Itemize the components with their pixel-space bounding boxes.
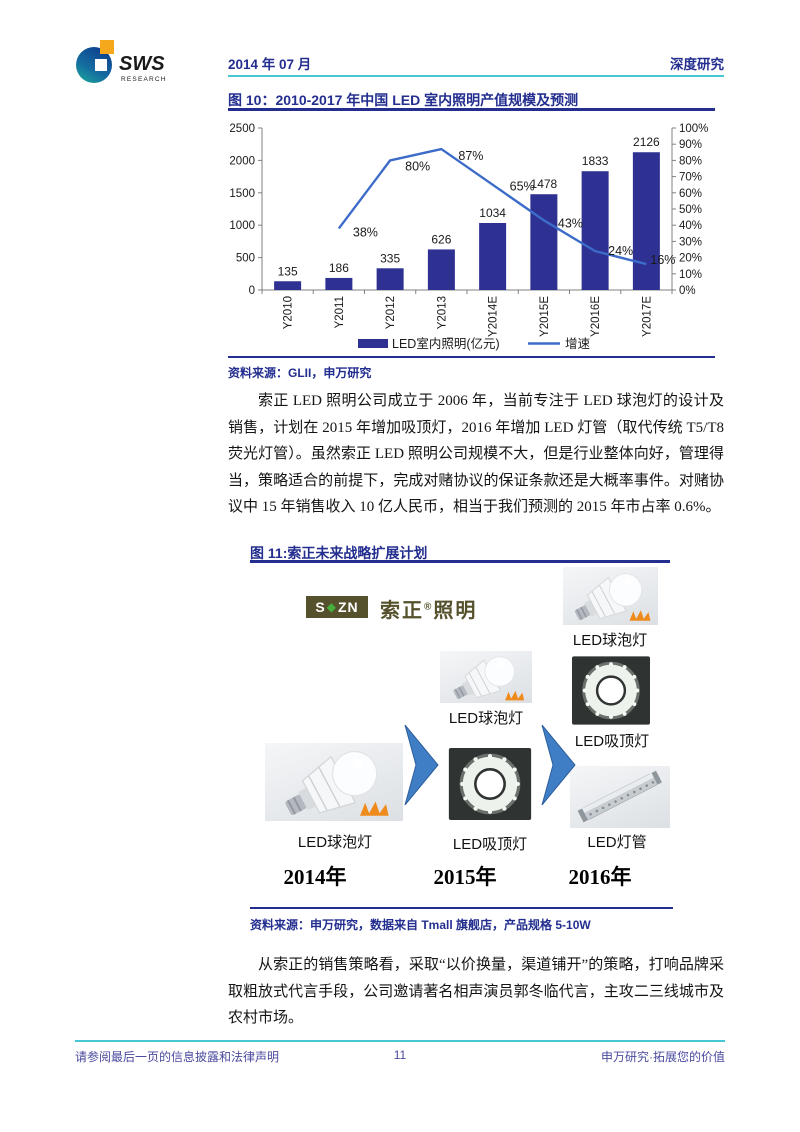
sozn-logo: S ◆ ZN [306, 596, 368, 618]
body-paragraph-1: 索正 LED 照明公司成立于 2006 年，当前专注于 LED 球泡灯的设计及销… [228, 393, 724, 515]
svg-text:Y2014E: Y2014E [488, 296, 500, 337]
svg-text:500: 500 [236, 253, 255, 265]
svg-text:2500: 2500 [229, 123, 255, 135]
svg-text:Y2015E: Y2015E [539, 296, 551, 337]
svg-text:38%: 38% [353, 225, 378, 239]
registered-mark: ® [424, 601, 434, 613]
led-bulb-image [563, 567, 658, 625]
figure10-title-underline [228, 108, 715, 111]
year-label-2015: 2015年 [433, 865, 497, 889]
led-bulb-image [265, 743, 403, 821]
product-label: LED吸顶灯 [574, 733, 650, 750]
svg-text:Y2016E: Y2016E [590, 296, 602, 337]
header-divider [228, 75, 724, 77]
svg-text:增速: 增速 [565, 336, 591, 351]
svg-text:1833: 1833 [582, 154, 609, 168]
year-label-2016: 2016年 [568, 865, 632, 889]
led-ceiling-light-icon [572, 656, 650, 725]
figure11-title: 图 11:索正未来战略扩展计划 [250, 545, 428, 561]
svg-text:2000: 2000 [229, 155, 255, 167]
sozn-logo-zn: ZN [337, 599, 359, 615]
svg-text:20%: 20% [679, 253, 702, 265]
led-bulb-image [440, 651, 532, 703]
report-type-label: 深度研究 [670, 57, 724, 72]
led-tube-image [570, 766, 670, 828]
led-ceiling-light-image [448, 748, 532, 820]
report-date: 2014 年 07 月 [228, 57, 312, 72]
svg-text:70%: 70% [679, 172, 702, 184]
footer-divider [75, 1040, 725, 1042]
led-tube-icon [577, 770, 662, 823]
page-number: 11 [393, 1048, 407, 1062]
footer-disclaimer: 请参阅最后一页的信息披露和法律声明 [75, 1050, 280, 1064]
svg-text:40%: 40% [679, 220, 702, 232]
svg-text:LED室内照明(亿元): LED室内照明(亿元) [392, 336, 500, 351]
svg-text:50%: 50% [679, 204, 702, 216]
svg-text:Y2017E: Y2017E [641, 296, 653, 337]
figure10-chart: 0 500 1000 1500 2000 2500 0% 10% 20% 30% 40% 50% 60%… [229, 123, 708, 351]
svg-text:30%: 30% [679, 236, 702, 248]
body-paragraph-2: 从索正的销售策略看，采取“以价换量，渠道铺开”的策略，打响品牌采取粗放式代言手段… [228, 957, 724, 1026]
footer-slogan: 申万研究·拓展您的价值 [601, 1050, 725, 1064]
svg-text:186: 186 [329, 261, 349, 275]
year-label-2014: 2014年 [283, 865, 347, 889]
product-label: LED球泡灯 [572, 632, 648, 649]
svg-text:90%: 90% [679, 139, 702, 151]
product-label: LED灯管 [587, 834, 647, 851]
product-label: LED球泡灯 [448, 710, 524, 727]
svg-text:16%: 16% [650, 253, 675, 267]
svg-text:Y2010: Y2010 [283, 296, 295, 329]
right-arrow-icon [540, 724, 576, 806]
svg-text:1034: 1034 [479, 206, 506, 220]
sws-logo-icon: SWS RESEARCH [76, 40, 167, 83]
brand-name: 索正®照明 [380, 594, 477, 623]
figure11-bottom-rule [250, 907, 673, 909]
figure10-title: 图 10：2010-2017 年中国 LED 室内照明产值规模及预测 [228, 92, 579, 108]
svg-text:Y2011: Y2011 [334, 296, 346, 328]
svg-text:80%: 80% [679, 155, 702, 167]
brand-name-pre: 索正 [380, 600, 424, 622]
svg-text:43%: 43% [558, 216, 583, 230]
svg-text:135: 135 [278, 264, 298, 278]
svg-text:1478: 1478 [531, 177, 558, 191]
figure11-title-underline [250, 560, 670, 563]
svg-text:RESEARCH: RESEARCH [121, 76, 167, 83]
product-label: LED球泡灯 [297, 834, 373, 851]
svg-text:Y2012: Y2012 [385, 296, 397, 329]
svg-text:2126: 2126 [633, 135, 660, 149]
figure11-diagram: S ◆ ZN 索正®照明 LED球泡灯 [250, 563, 673, 905]
svg-text:24%: 24% [608, 244, 633, 258]
svg-text:65%: 65% [510, 180, 535, 194]
brand-name-post: 照明 [433, 600, 478, 622]
svg-text:SWS: SWS [119, 53, 165, 75]
product-label: LED吸顶灯 [452, 836, 528, 853]
sozn-logo-s: S [315, 599, 326, 615]
svg-text:10%: 10% [679, 269, 702, 281]
sws-logo: SWS RESEARCH [75, 36, 185, 96]
svg-text:0: 0 [249, 285, 255, 297]
led-ceiling-light-image [572, 655, 650, 726]
svg-text:0%: 0% [679, 285, 696, 297]
figure10-bottom-rule [228, 356, 715, 358]
svg-text:626: 626 [431, 232, 451, 246]
led-bulb-icon [285, 750, 389, 816]
figure10-source: 资料来源：GLII，申万研究 [228, 366, 372, 380]
sozn-diamond-icon: ◆ [326, 600, 337, 614]
led-bulb-icon [453, 656, 525, 701]
svg-text:100%: 100% [679, 123, 708, 135]
svg-text:1000: 1000 [229, 220, 255, 232]
led-ceiling-light-icon [448, 748, 532, 820]
svg-text:60%: 60% [679, 188, 702, 200]
svg-text:87%: 87% [458, 149, 483, 163]
led-bulb-icon [574, 573, 651, 621]
right-arrow-icon [403, 724, 439, 806]
figure11-source: 资料来源：申万研究，数据来自 Tmall 旗舰店，产品规格 5-10W [250, 918, 591, 932]
svg-text:335: 335 [380, 251, 400, 265]
svg-text:80%: 80% [405, 159, 430, 173]
svg-text:1500: 1500 [229, 188, 255, 200]
svg-text:Y2013: Y2013 [436, 296, 448, 329]
